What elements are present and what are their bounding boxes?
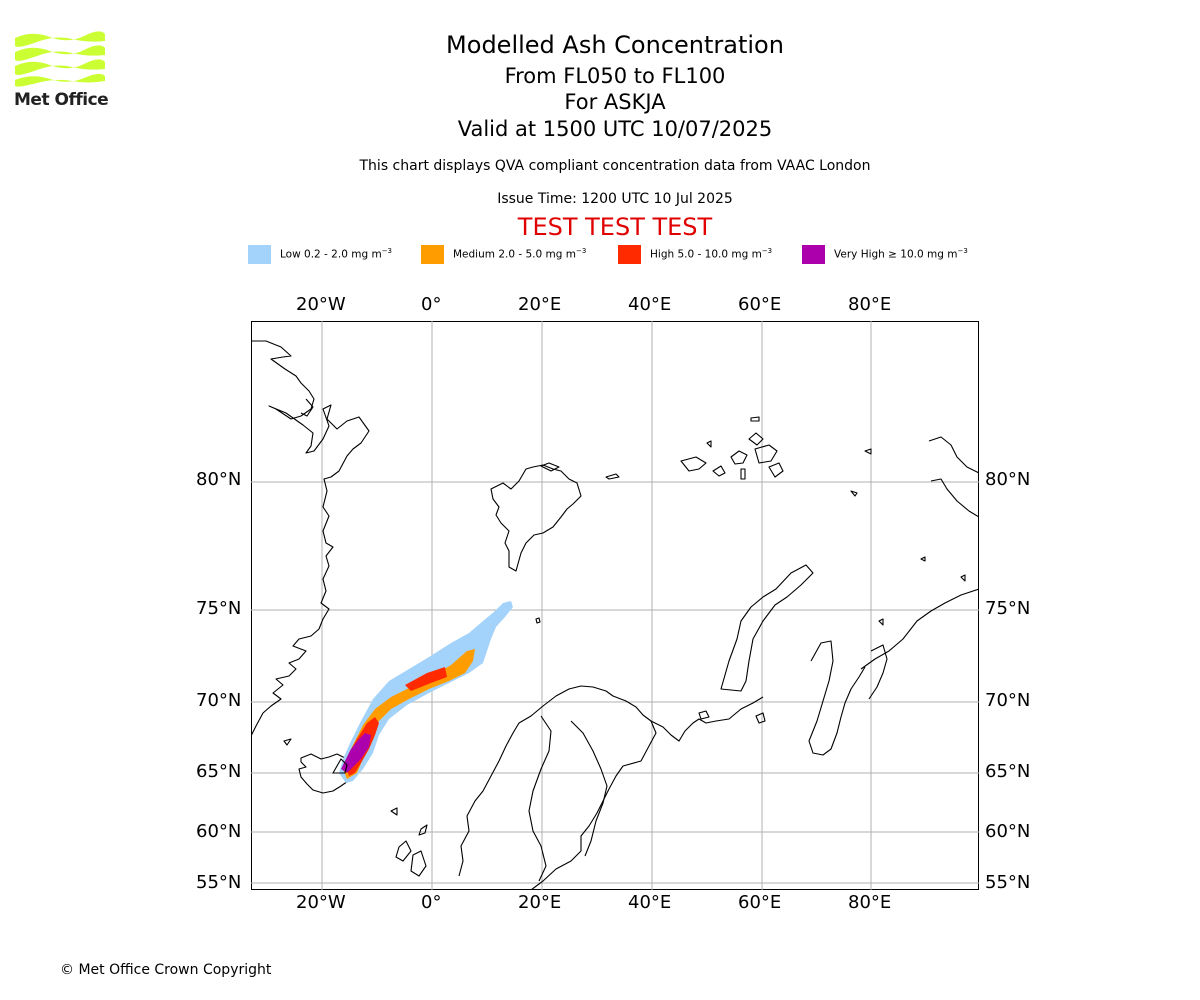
chart-subtitle: This chart displays QVA compliant concen… — [359, 158, 871, 174]
lon-label-bottom-20e: 20°E — [518, 892, 562, 913]
lon-label-top-0: 0° — [421, 294, 442, 315]
legend-item-very-high: Very High ≥ 10.0 mg m−3 — [802, 244, 968, 264]
coast-greenland-fjord — [300, 398, 314, 417]
lon-label-bottom-0: 0° — [421, 892, 442, 913]
coast-scandinavia — [458, 685, 657, 890]
coast-kola-white-sea — [650, 696, 764, 742]
coast-kolguev — [698, 710, 710, 720]
map-frame — [251, 321, 979, 890]
coast-yamal — [808, 640, 866, 756]
legend-label-high: High 5.0 - 10.0 mg m−3 — [650, 247, 773, 261]
coast-svalbard — [490, 464, 582, 572]
lat-label-left-60n: 60°N — [196, 821, 242, 842]
ash-low — [339, 601, 513, 783]
lat-label-right-60n: 60°N — [985, 821, 1031, 842]
legend-label-low: Low 0.2 - 2.0 mg m−3 — [280, 247, 393, 261]
met-office-logo: Met Office — [12, 28, 112, 118]
chart-title: Modelled Ash Concentration — [446, 31, 784, 59]
coast-vaygach — [755, 712, 766, 724]
coast-uk-faroes — [390, 807, 428, 877]
lon-label-bottom-60e: 60°E — [738, 892, 782, 913]
lat-label-right-65n: 65°N — [985, 761, 1031, 782]
coast-gydan — [868, 644, 888, 700]
legend-item-low: Low 0.2 - 2.0 mg m−3 — [248, 244, 392, 264]
lon-label-top-80e: 80°E — [848, 294, 892, 315]
legend-swatch-high — [618, 244, 641, 264]
lat-label-left-70n: 70°N — [196, 690, 242, 711]
coast-finland-baltic — [570, 720, 608, 857]
coast-sevzemlya — [928, 436, 979, 518]
coastlines — [251, 340, 979, 890]
legend-label-medium: Medium 2.0 - 5.0 mg m−3 — [453, 247, 587, 261]
coast-iceland-overlay — [332, 758, 348, 774]
coast-novaya-zemlya — [720, 564, 814, 692]
lat-label-left-75n: 75°N — [196, 598, 242, 619]
coast-small-islands — [850, 448, 966, 626]
lon-label-bottom-20w: 20°W — [296, 892, 346, 913]
coast-kvitoya — [605, 473, 620, 480]
lon-label-bottom-40e: 40°E — [628, 892, 672, 913]
copyright-notice: © Met Office Crown Copyright — [60, 962, 272, 978]
lon-label-bottom-80e: 80°E — [848, 892, 892, 913]
lat-label-left-80n: 80°N — [196, 469, 242, 490]
coast-iceland — [298, 753, 358, 794]
logo-waves-icon — [15, 31, 105, 87]
legend-swatch-very-high — [802, 244, 825, 264]
legend-swatch-low — [248, 244, 271, 264]
coast-jan-mayen — [283, 738, 292, 746]
coast-greenland — [251, 340, 370, 737]
coast-franz-josef — [680, 416, 784, 480]
ash-concentration-map — [251, 321, 979, 890]
lon-label-top-40e: 40°E — [628, 294, 672, 315]
valid-time: Valid at 1500 UTC 10/07/2025 — [457, 117, 773, 141]
ash-very-high — [341, 733, 371, 773]
legend-item-medium: Medium 2.0 - 5.0 mg m−3 — [421, 244, 586, 264]
legend-swatch-medium — [421, 244, 444, 264]
test-banner: TEST TEST TEST — [517, 213, 713, 241]
lon-label-top-60e: 60°E — [738, 294, 782, 315]
lat-label-right-70n: 70°N — [985, 690, 1031, 711]
coast-gulf-bothnia — [528, 715, 552, 882]
logo-text: Met Office — [14, 90, 109, 110]
coast-nordaustlandet — [540, 462, 560, 472]
lat-label-right-55n: 55°N — [985, 872, 1031, 893]
lat-label-left-65n: 65°N — [196, 761, 242, 782]
lat-label-right-80n: 80°N — [985, 469, 1031, 490]
legend-item-high: High 5.0 - 10.0 mg m−3 — [618, 244, 772, 264]
coast-bear-island — [535, 617, 541, 624]
ash-plume — [339, 601, 513, 783]
issue-time: Issue Time: 1200 UTC 10 Jul 2025 — [497, 191, 733, 207]
ash-medium — [343, 649, 475, 779]
ash-high — [346, 667, 447, 776]
volcano-name: For ASKJA — [564, 90, 666, 114]
flight-level-range: From FL050 to FL100 — [504, 64, 726, 88]
lon-label-top-20e: 20°E — [518, 294, 562, 315]
lon-label-top-20w: 20°W — [296, 294, 346, 315]
coast-siberia-arctic — [860, 588, 979, 670]
legend-label-very-high: Very High ≥ 10.0 mg m−3 — [834, 247, 968, 261]
lat-label-right-75n: 75°N — [985, 598, 1031, 619]
lat-label-left-55n: 55°N — [196, 872, 242, 893]
